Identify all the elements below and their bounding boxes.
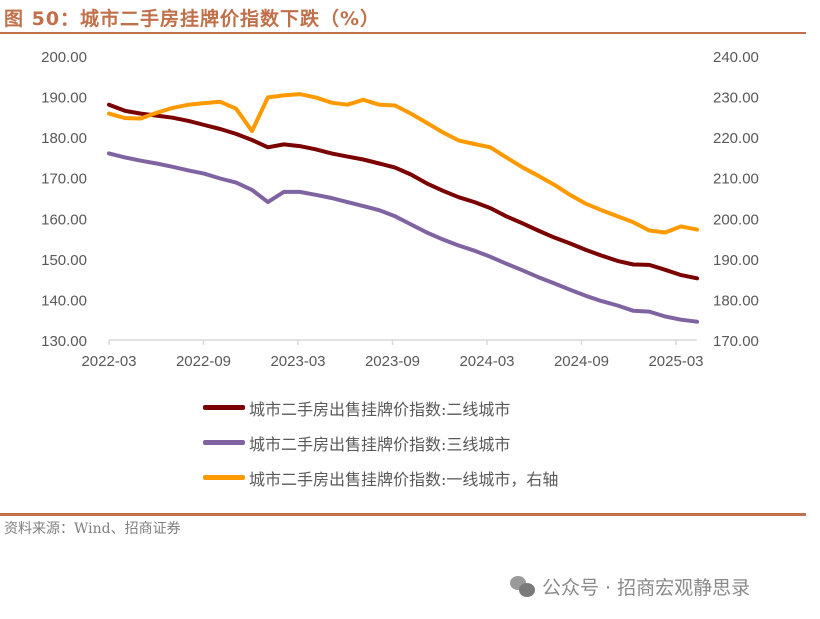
x-axis-tick-label: 2022-03 [81, 353, 136, 370]
right-axis-tick-label: 220.00 [713, 130, 759, 147]
legend-swatch-tier1 [203, 475, 245, 480]
left-axis-tick-label: 190.00 [41, 90, 87, 107]
legend-swatch-tier2 [203, 405, 245, 410]
left-axis-tick-label: 140.00 [41, 292, 87, 309]
wechat-icon [510, 575, 536, 598]
watermark-text: 公众号 · 招商宏观静思录 [542, 577, 751, 599]
legend-item-tier3: 城市二手房出售挂牌价指数:三线城市 [203, 425, 558, 460]
right-axis-tick-label: 190.00 [713, 252, 759, 269]
right-axis-tick-label: 200.00 [713, 211, 759, 228]
right-axis-tick-label: 240.00 [713, 49, 759, 66]
x-axis-tick-label: 2022-09 [176, 353, 231, 370]
left-axis-ticks: 130.00 140.00 150.00 160.00 170.00 180.00 190.… [41, 49, 87, 350]
series-line-tier3 [107, 151, 699, 324]
series-lines [107, 92, 699, 324]
legend-swatch-tier3 [203, 440, 245, 445]
left-axis-tick-label: 160.00 [41, 211, 87, 228]
left-axis-tick-label: 130.00 [41, 333, 87, 350]
x-axis-tick-label: 2023-09 [365, 353, 420, 370]
legend-label-tier1: 城市二手房出售挂牌价指数:一线城市，右轴 [249, 469, 559, 489]
left-axis-tick-label: 170.00 [41, 171, 87, 188]
x-axis-ticks: 2022-03 2022-09 2023-03 2023-09 2024-03 2024-… [81, 340, 704, 370]
right-axis-tick-label: 180.00 [713, 292, 759, 309]
series-line-tier1 [107, 92, 699, 235]
chart-legend: 城市二手房出售挂牌价指数:二线城市 城市二手房出售挂牌价指数:三线城市 城市二手… [203, 390, 558, 495]
x-axis-tick-label: 2024-03 [459, 353, 514, 370]
title-divider [0, 32, 806, 34]
x-axis-tick-label: 2024-09 [554, 353, 609, 370]
left-axis-tick-label: 180.00 [41, 130, 87, 147]
right-axis-tick-label: 170.00 [713, 333, 759, 350]
legend-item-tier2: 城市二手房出售挂牌价指数:二线城市 [203, 390, 558, 425]
legend-label-tier2: 城市二手房出售挂牌价指数:二线城市 [249, 399, 511, 419]
right-axis-tick-label: 230.00 [713, 90, 759, 107]
legend-item-tier1: 城市二手房出售挂牌价指数:一线城市，右轴 [203, 460, 558, 495]
left-axis-tick-label: 150.00 [41, 252, 87, 269]
source-note: 资料来源：Wind、招商证券 [4, 521, 181, 537]
watermark: 公众号 · 招商宏观静思录 [510, 573, 750, 600]
x-axis-tick-label: 2025-03 [648, 353, 703, 370]
right-axis-tick-label: 210.00 [713, 171, 759, 188]
footer-divider [0, 513, 806, 516]
line-chart: 130.00 140.00 150.00 160.00 170.00 180.00 190.… [41, 49, 759, 370]
x-axis-tick-label: 2023-03 [270, 353, 325, 370]
series-line-tier2 [107, 102, 699, 281]
figure-title: 图 50：城市二手房挂牌价指数下跌（%） [4, 8, 381, 30]
left-axis-tick-label: 200.00 [41, 49, 87, 66]
right-axis-ticks: 170.00 180.00 190.00 200.00 210.00 220.00 230.… [713, 49, 759, 350]
legend-label-tier3: 城市二手房出售挂牌价指数:三线城市 [249, 434, 511, 454]
